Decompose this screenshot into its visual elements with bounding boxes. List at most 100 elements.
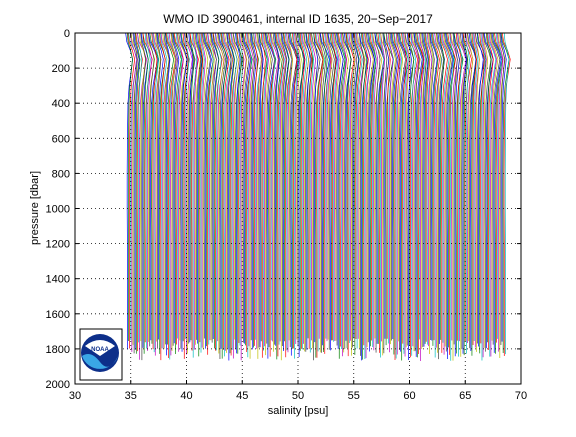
salinity-profile-line <box>449 32 455 361</box>
salinity-profile-line <box>173 32 184 345</box>
salinity-profile-line <box>343 32 352 341</box>
salinity-profile-line <box>361 32 369 346</box>
salinity-profile-line <box>284 32 293 351</box>
salinity-profile-line <box>472 32 479 342</box>
salinity-profile-line <box>449 32 458 341</box>
salinity-profile-line <box>414 32 424 358</box>
x-tick-label: 30 <box>69 390 81 402</box>
salinity-profile-line <box>383 32 390 339</box>
salinity-profile-line <box>327 32 335 350</box>
salinity-profile-line <box>292 32 298 349</box>
salinity-profile-line <box>200 32 206 348</box>
salinity-profile-line <box>364 32 374 348</box>
salinity-profile-line <box>152 32 160 353</box>
salinity-profile-line <box>176 32 184 352</box>
salinity-profile-line <box>491 32 502 353</box>
salinity-profile-line <box>197 32 203 357</box>
salinity-profile-line <box>154 32 161 342</box>
salinity-profile-line <box>488 32 498 357</box>
salinity-profile-line <box>310 32 319 349</box>
salinity-profile-line <box>180 32 188 352</box>
salinity-profile-line <box>424 32 431 342</box>
salinity-profile-line <box>503 32 510 355</box>
salinity-profile-line <box>289 32 300 349</box>
salinity-profile-line <box>294 32 301 345</box>
y-tick-label: 400 <box>52 98 70 110</box>
salinity-profile-line <box>192 32 198 350</box>
salinity-profile-line <box>241 32 250 343</box>
logo-wave-icon <box>82 354 118 369</box>
salinity-profile-line <box>298 32 304 351</box>
salinity-profile-line <box>177 32 188 341</box>
y-tick-label: 1400 <box>46 274 70 286</box>
salinity-profile-line <box>417 32 427 340</box>
salinity-profile-line <box>429 32 435 340</box>
salinity-profile-line <box>331 32 337 341</box>
logo-text: NOAA <box>91 347 109 353</box>
salinity-profile-line <box>483 32 492 352</box>
salinity-profile-line <box>339 32 346 349</box>
y-tick-label: 800 <box>52 168 70 180</box>
salinity-profile-line <box>499 32 505 346</box>
salinity-profile-line <box>359 32 369 361</box>
salinity-profile-line <box>383 32 394 346</box>
x-tick-label: 60 <box>403 390 415 402</box>
salinity-profile-line <box>333 32 340 341</box>
salinity-profile-line <box>351 32 359 339</box>
salinity-profile-line <box>175 32 183 339</box>
salinity-profile-line <box>439 32 445 340</box>
salinity-profile-line <box>485 32 492 343</box>
salinity-profile-line <box>166 32 176 358</box>
salinity-profile-line <box>336 32 344 349</box>
salinity-profile-line <box>201 32 211 339</box>
salinity-profile-line <box>287 32 298 347</box>
salinity-profile-line <box>326 32 333 340</box>
salinity-profile-line <box>466 32 474 342</box>
salinity-profile-line <box>244 32 252 353</box>
salinity-profile-line <box>404 32 415 346</box>
salinity-profile-line <box>264 32 273 344</box>
salinity-profile-line <box>399 32 409 361</box>
salinity-profile-line <box>355 32 365 339</box>
salinity-profile-line <box>421 32 427 347</box>
salinity-profile-line <box>156 32 162 349</box>
salinity-profile-line <box>240 32 248 340</box>
salinity-profile-line <box>374 32 381 353</box>
salinity-profile-line <box>220 32 228 359</box>
salinity-profile-line <box>393 32 403 359</box>
salinity-profile-line <box>398 32 408 352</box>
salinity-profile-line <box>268 32 276 357</box>
salinity-profile-line <box>431 32 440 341</box>
salinity-profile-line <box>479 32 485 344</box>
salinity-profile-line <box>250 32 257 350</box>
salinity-profile-line <box>183 32 190 339</box>
salinity-profile-line <box>501 32 511 356</box>
y-tick-label: 1800 <box>46 344 70 356</box>
salinity-profile-line <box>353 32 362 340</box>
salinity-profile-line <box>331 32 339 342</box>
x-tick-label: 70 <box>515 390 527 402</box>
salinity-profile-line <box>182 32 189 359</box>
salinity-profile-line <box>295 32 302 340</box>
salinity-profile-line <box>457 32 463 357</box>
salinity-profile-line <box>324 32 331 339</box>
salinity-profile-line <box>495 32 503 339</box>
salinity-profile-line <box>353 32 360 355</box>
salinity-profile-line <box>258 32 264 348</box>
salinity-profile-line <box>170 32 176 352</box>
salinity-profile-line <box>249 32 256 341</box>
salinity-profile-line <box>198 32 204 343</box>
salinity-profile-line <box>486 32 494 350</box>
salinity-profile-line <box>345 32 355 357</box>
salinity-profile-line <box>260 32 266 358</box>
salinity-profile-line <box>280 32 288 346</box>
salinity-profile-line <box>189 32 195 341</box>
salinity-profile-line <box>283 32 293 358</box>
salinity-profile-line <box>471 32 477 346</box>
salinity-profile-line <box>476 32 484 347</box>
salinity-profile-line <box>253 32 258 346</box>
salinity-profile-line <box>388 32 396 345</box>
salinity-profile-line <box>468 32 477 352</box>
salinity-profile-line <box>325 32 332 342</box>
